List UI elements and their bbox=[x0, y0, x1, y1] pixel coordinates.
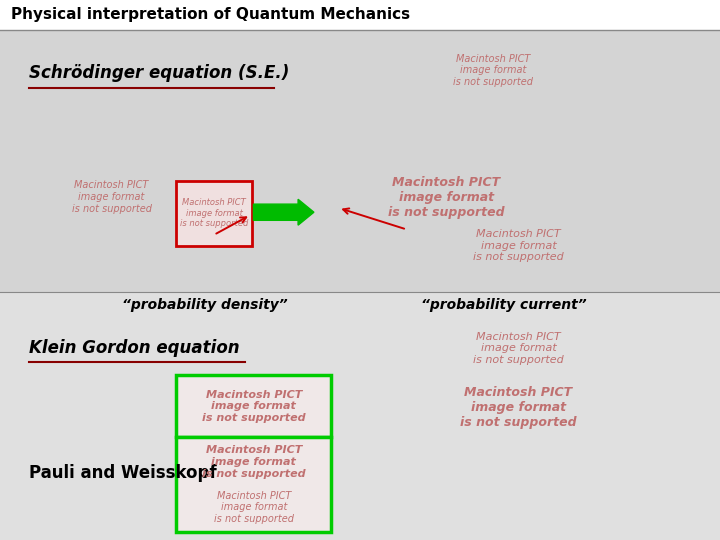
Bar bbox=[0, 30, 720, 292]
Text: Klein Gordon equation: Klein Gordon equation bbox=[29, 339, 240, 357]
Bar bbox=[176, 437, 331, 532]
Text: Pauli and Weisskopf: Pauli and Weisskopf bbox=[29, 463, 217, 482]
Text: Macintosh PICT
image format
is not supported: Macintosh PICT image format is not suppo… bbox=[214, 491, 294, 524]
Text: Macintosh PICT
image format
is not supported: Macintosh PICT image format is not suppo… bbox=[71, 180, 152, 214]
Text: Physical interpretation of Quantum Mechanics: Physical interpretation of Quantum Mecha… bbox=[11, 8, 410, 22]
Text: Macintosh PICT
image format
is not supported: Macintosh PICT image format is not suppo… bbox=[202, 390, 305, 423]
FancyArrow shape bbox=[253, 199, 314, 225]
Text: Macintosh PICT
image format
is not supported: Macintosh PICT image format is not suppo… bbox=[180, 198, 248, 228]
Text: “probability current”: “probability current” bbox=[421, 298, 587, 312]
Text: Macintosh PICT
image format
is not supported: Macintosh PICT image format is not suppo… bbox=[473, 229, 564, 262]
Text: Macintosh PICT
image format
is not supported: Macintosh PICT image format is not suppo… bbox=[388, 176, 505, 219]
Text: “probability density”: “probability density” bbox=[122, 298, 288, 312]
Bar bbox=[176, 375, 331, 437]
Text: Macintosh PICT
image format
is not supported: Macintosh PICT image format is not suppo… bbox=[473, 332, 564, 365]
Text: Macintosh PICT
image format
is not supported: Macintosh PICT image format is not suppo… bbox=[460, 386, 577, 429]
Bar bbox=[176, 181, 252, 246]
Bar bbox=[0, 0, 720, 30]
Bar bbox=[0, 292, 720, 540]
Text: Schrödinger equation (S.E.): Schrödinger equation (S.E.) bbox=[29, 64, 289, 82]
Text: Macintosh PICT
image format
is not supported: Macintosh PICT image format is not suppo… bbox=[202, 446, 305, 478]
Text: Macintosh PICT
image format
is not supported: Macintosh PICT image format is not suppo… bbox=[453, 53, 534, 87]
